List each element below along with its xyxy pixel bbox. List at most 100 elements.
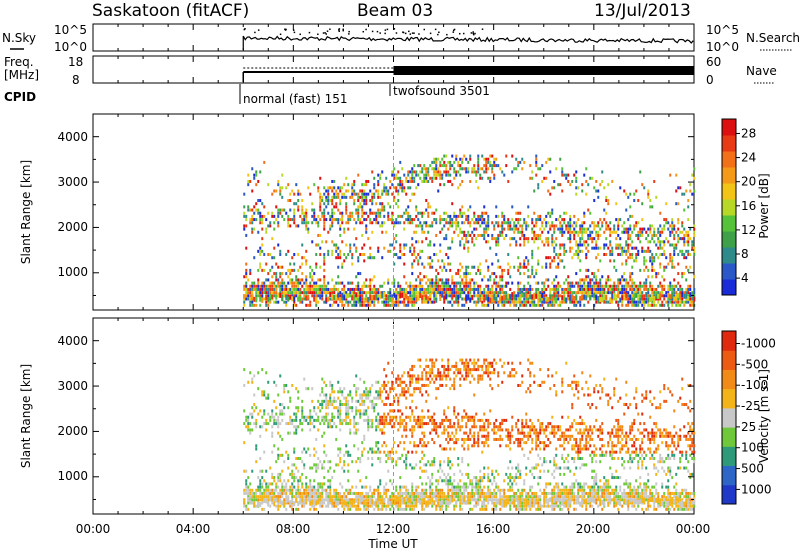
heatmap-cell xyxy=(341,265,344,269)
heatmap-cell xyxy=(609,240,612,244)
heatmap-cell xyxy=(293,479,296,483)
heatmap-cell xyxy=(543,243,546,247)
heatmap-cell xyxy=(515,224,518,228)
heatmap-cell xyxy=(383,504,386,508)
heatmap-cell xyxy=(687,237,690,241)
heatmap-cell xyxy=(535,281,538,285)
heatmap-cell xyxy=(411,368,414,372)
heatmap-cell xyxy=(287,268,290,272)
heatmap-cell xyxy=(377,211,380,215)
heatmap-cell xyxy=(559,221,562,225)
heatmap-cell xyxy=(393,262,396,266)
heatmap-cell xyxy=(539,227,542,231)
colorbar-tick-label: 20 xyxy=(741,175,756,189)
heatmap-cell xyxy=(411,399,414,403)
colorbar-swatch xyxy=(722,167,736,184)
heatmap-cell xyxy=(645,287,648,291)
heatmap-cell xyxy=(323,192,326,196)
heatmap-cell xyxy=(421,371,424,375)
heatmap-cell xyxy=(361,205,364,209)
heatmap-cell xyxy=(425,463,428,467)
heatmap-cell xyxy=(487,218,490,222)
heatmap-cell xyxy=(311,221,314,225)
heatmap-cell xyxy=(395,393,398,397)
heatmap-cell xyxy=(641,233,644,237)
heatmap-cell xyxy=(357,387,360,391)
heatmap-cell xyxy=(645,249,648,253)
heatmap-cell xyxy=(361,412,364,416)
heatmap-cell xyxy=(305,221,308,225)
heatmap-cell xyxy=(541,300,544,304)
heatmap-cell xyxy=(351,409,354,413)
heatmap-cell xyxy=(583,221,586,225)
heatmap-cell xyxy=(613,230,616,234)
heatmap-cell xyxy=(545,265,548,269)
heatmap-cell xyxy=(291,218,294,222)
heatmap-cell xyxy=(503,214,506,218)
heatmap-cell xyxy=(243,504,246,508)
heatmap-cell xyxy=(321,434,324,438)
heatmap-cell xyxy=(301,491,304,495)
heatmap-cell xyxy=(535,272,538,276)
heatmap-cell xyxy=(425,374,428,378)
heatmap-cell xyxy=(427,422,430,426)
heatmap-cell xyxy=(599,246,602,250)
heatmap-cell xyxy=(365,297,368,303)
heatmap-cell xyxy=(383,297,386,301)
heatmap-cell xyxy=(601,221,604,225)
heatmap-cell xyxy=(345,291,348,295)
heatmap-cell xyxy=(633,303,636,307)
heatmap-cell xyxy=(313,294,316,298)
heatmap-cell xyxy=(635,284,638,288)
heatmap-cell xyxy=(395,294,398,300)
heatmap-cell xyxy=(543,218,546,222)
heatmap-cell xyxy=(623,221,626,225)
heatmap-cell xyxy=(317,186,320,190)
heatmap-cell xyxy=(337,491,340,495)
heatmap-cell xyxy=(297,479,300,483)
heatmap-cell xyxy=(343,403,346,407)
heatmap-cell xyxy=(551,221,554,225)
heatmap-cell xyxy=(381,415,384,419)
heatmap-cell xyxy=(443,265,446,269)
heatmap-cell xyxy=(529,284,532,288)
heatmap-cell xyxy=(391,173,394,177)
heatmap-cell xyxy=(305,418,308,422)
heatmap-cell xyxy=(403,441,406,445)
heatmap-cell xyxy=(391,450,394,454)
heatmap-cell xyxy=(245,224,248,228)
heatmap-cell xyxy=(521,167,524,171)
heatmap-cell xyxy=(543,297,546,303)
heatmap-cell xyxy=(287,390,290,394)
heatmap-cell xyxy=(577,230,580,234)
heatmap-cell xyxy=(421,179,424,183)
heatmap-cell xyxy=(653,268,656,272)
heatmap-cell xyxy=(577,256,580,260)
heatmap-cell xyxy=(303,491,306,495)
heatmap-cell xyxy=(287,281,290,285)
heatmap-cell xyxy=(561,287,564,291)
heatmap-cell xyxy=(411,380,414,384)
velocity-panel: Slant Range [km] 1000 2000 3000 4000 100… xyxy=(19,317,776,515)
heatmap-cell xyxy=(411,253,414,257)
heatmap-cell xyxy=(613,297,616,301)
heatmap-cell xyxy=(249,495,252,499)
heatmap-cell xyxy=(627,281,630,285)
heatmap-cell xyxy=(453,291,456,295)
heatmap-cell xyxy=(581,189,584,193)
heatmap-cell xyxy=(575,253,578,257)
heatmap-cell xyxy=(631,256,634,260)
heatmap-cell xyxy=(419,284,422,288)
heatmap-cell xyxy=(421,418,424,422)
heatmap-cell xyxy=(263,412,266,416)
heatmap-cell xyxy=(409,287,412,291)
heatmap-cell xyxy=(649,294,652,298)
heatmap-cell xyxy=(421,167,424,171)
heatmap-cell xyxy=(457,186,460,190)
heatmap-cell xyxy=(433,173,436,177)
heatmap-cell xyxy=(319,482,322,486)
heatmap-cell xyxy=(389,297,392,303)
heatmap-cell xyxy=(497,300,500,304)
heatmap-cell xyxy=(347,463,350,467)
heatmap-cell xyxy=(479,287,482,291)
